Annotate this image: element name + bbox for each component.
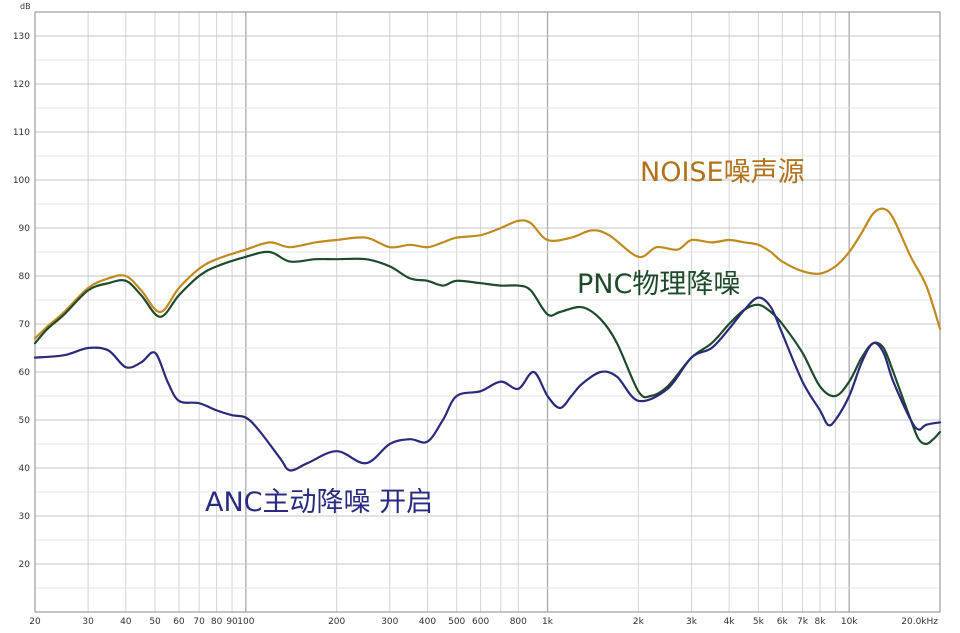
noise-source-annotation: NOISE噪声源 xyxy=(640,157,805,188)
x-tick-label: 2k xyxy=(633,617,645,627)
series-lines xyxy=(33,207,942,472)
x-tick-label: 8k xyxy=(814,617,826,627)
x-tick-label: 20 xyxy=(29,617,41,627)
x-tick-label: 100 xyxy=(237,617,254,627)
y-tick-label: 110 xyxy=(13,128,30,138)
x-tick-label: 800 xyxy=(510,617,527,627)
x-axis-tick-labels: 20 30 40 50 60 70 80 90 100 200 300 400 500 600 800 1k 2… xyxy=(29,617,938,627)
x-tick-label: 70 xyxy=(193,617,205,627)
x-tick-label: 1k xyxy=(542,617,554,627)
x-tick-label: 500 xyxy=(448,617,465,627)
x-tick-label: 6k xyxy=(777,617,789,627)
x-tick-label: 60 xyxy=(173,617,185,627)
y-tick-label: 60 xyxy=(19,368,31,378)
y-tick-label: 80 xyxy=(19,272,31,282)
y-axis-tick-labels: 20 30 40 50 60 70 80 90 100 110 120 130 xyxy=(13,32,30,570)
noise-source-line xyxy=(33,207,942,340)
pnc-passive-annotation: PNC物理降噪 xyxy=(577,269,740,300)
x-tick-label: 400 xyxy=(419,617,436,627)
x-tick-label: 10k xyxy=(841,617,858,627)
y-tick-label: 90 xyxy=(19,224,31,234)
y-tick-label: 100 xyxy=(13,176,30,186)
anc-active-annotation: ANC主动降噪 开启 xyxy=(205,487,433,518)
pnc-passive-line xyxy=(33,250,942,446)
plot-area-frame xyxy=(34,11,941,613)
y-tick-label: 40 xyxy=(19,464,31,474)
x-tick-label: 200 xyxy=(328,617,345,627)
x-tick-label: 3k xyxy=(686,617,698,627)
y-tick-label: 120 xyxy=(13,80,30,90)
x-tick-label: 20.0kHz xyxy=(901,617,938,627)
x-tick-label: 90 xyxy=(226,617,238,627)
y-axis-unit: dB xyxy=(20,2,31,11)
x-tick-label: 5k xyxy=(753,617,765,627)
y-tick-label: 20 xyxy=(19,560,31,570)
y-tick-label: 70 xyxy=(19,320,31,330)
x-tick-label: 30 xyxy=(82,617,94,627)
x-tick-label: 50 xyxy=(149,617,161,627)
y-tick-label: 30 xyxy=(19,512,31,522)
y-tick-label: 130 xyxy=(13,32,30,42)
y-tick-label: 50 xyxy=(19,416,31,426)
anc-active-line xyxy=(33,296,942,472)
x-tick-label: 7k xyxy=(797,617,809,627)
x-tick-label: 80 xyxy=(211,617,223,627)
x-tick-label: 4k xyxy=(724,617,736,627)
x-tick-label: 300 xyxy=(381,617,398,627)
x-tick-label: 600 xyxy=(472,617,489,627)
x-tick-label: 40 xyxy=(120,617,132,627)
